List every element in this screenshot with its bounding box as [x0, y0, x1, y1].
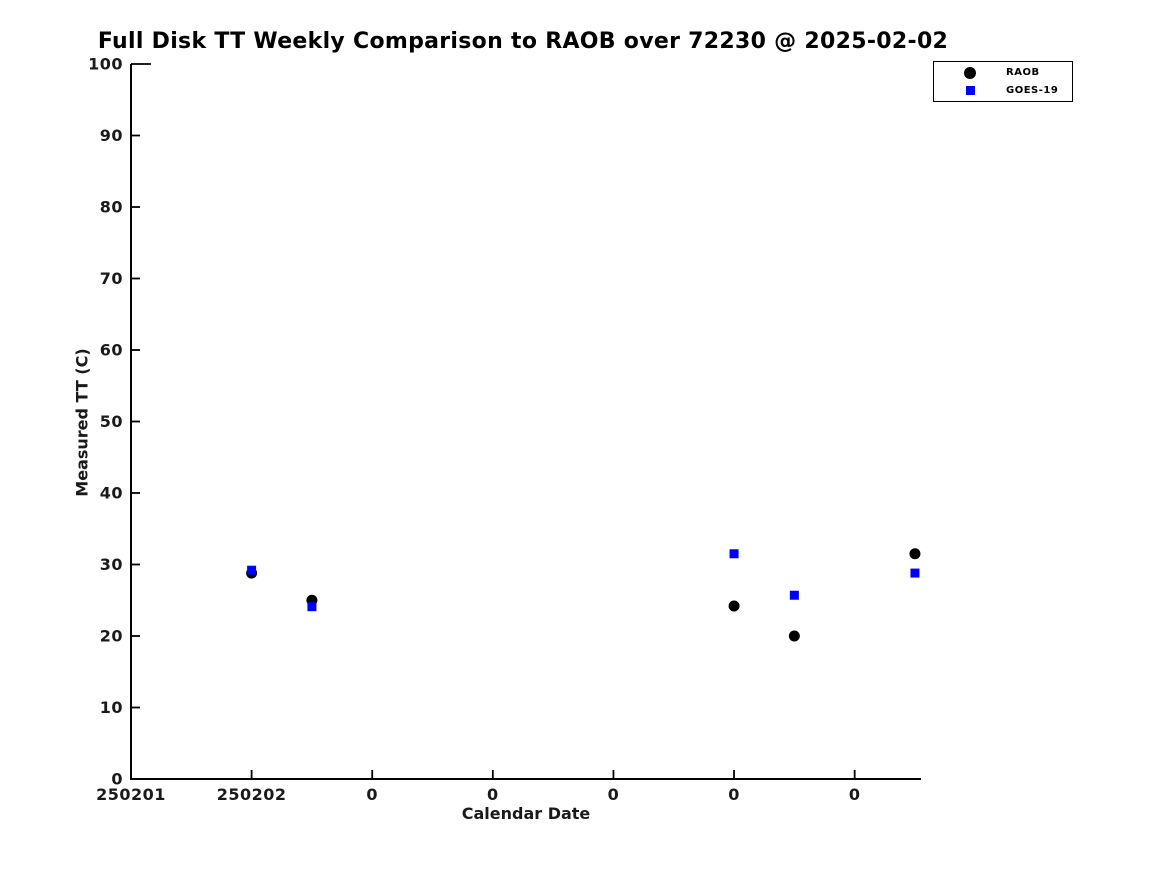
legend-marker-cell: [934, 66, 1006, 79]
raob-data-point: [909, 548, 921, 560]
raob-circle-icon: [964, 66, 976, 79]
y-tick-label: 30: [100, 555, 123, 574]
goes19-data-point: [729, 549, 739, 559]
y-tick-label: 40: [100, 484, 123, 503]
goes19-data-point: [789, 590, 799, 600]
legend: RAOB GOES-19: [933, 61, 1073, 102]
x-tick-label: 0: [728, 785, 740, 804]
axis-spines: [130, 64, 921, 780]
goes19-data-point: [307, 602, 317, 612]
x-tick-label: 0: [487, 785, 499, 804]
y-tick-label: 100: [88, 55, 123, 74]
x-tick-label: 250201: [96, 785, 166, 804]
goes19-data-point: [910, 568, 920, 578]
y-tick-label: 20: [100, 627, 123, 646]
y-tick-label: 80: [100, 198, 123, 217]
y-tick-label: 90: [100, 126, 123, 145]
y-tick-label: 70: [100, 269, 123, 288]
goes19-data-point: [247, 565, 257, 575]
x-tick-label: 0: [608, 785, 620, 804]
x-tick-label: 250202: [217, 785, 287, 804]
y-tick-label: 10: [100, 698, 123, 717]
legend-item-raob: RAOB: [934, 65, 1072, 80]
x-axis-label: Calendar Date: [461, 804, 591, 823]
y-tick-label: 50: [100, 412, 123, 431]
raob-data-point: [788, 630, 800, 642]
x-tick-label: 0: [849, 785, 861, 804]
legend-label-raob: RAOB: [1006, 67, 1040, 78]
y-axis-label: Measured TT (C): [72, 348, 92, 497]
chart-title: Full Disk TT Weekly Comparison to RAOB o…: [97, 29, 949, 54]
legend-marker-cell: [934, 86, 1006, 95]
raob-data-point: [728, 600, 740, 612]
x-tick-label: 0: [366, 785, 378, 804]
y-tick-label: 60: [100, 341, 123, 360]
y-tick-label: 0: [111, 770, 123, 789]
goes19-square-icon: [965, 86, 975, 95]
legend-item-goes19: GOES-19: [934, 83, 1072, 98]
legend-label-goes19: GOES-19: [1006, 85, 1059, 96]
